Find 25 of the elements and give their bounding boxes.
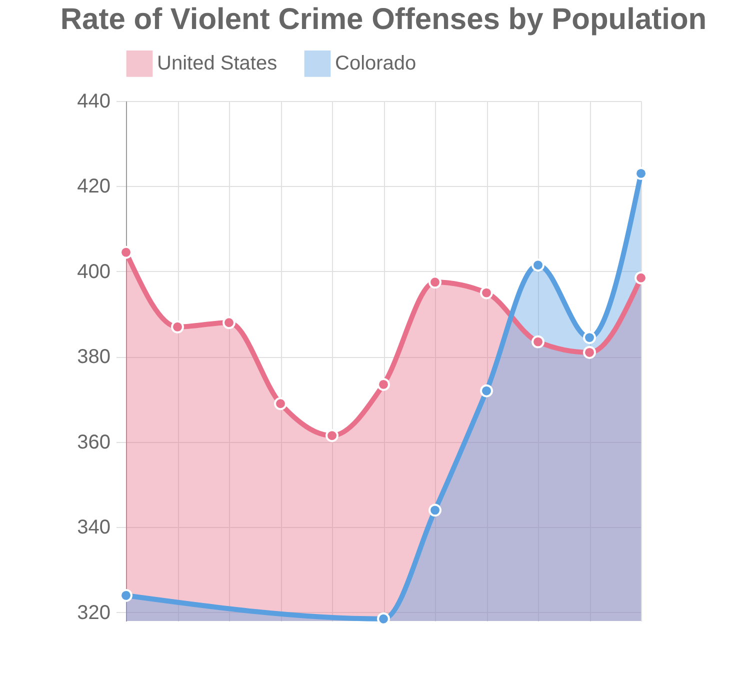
point <box>274 397 287 410</box>
point <box>583 331 596 344</box>
y-tick-label: 360 <box>77 431 110 454</box>
point <box>120 246 132 259</box>
point <box>428 276 442 289</box>
y-tick-label: 320 <box>77 602 110 624</box>
y-tick-label: 340 <box>77 516 110 539</box>
legend-label: United States <box>157 52 278 75</box>
point <box>222 316 236 330</box>
y-tick-label: 440 <box>77 90 110 112</box>
y-tick-label: 420 <box>77 176 110 198</box>
point <box>377 378 390 391</box>
point <box>120 588 132 602</box>
point <box>532 335 544 348</box>
point <box>480 384 493 398</box>
legend-label: Colorado <box>335 52 416 75</box>
y-tick-label: 400 <box>77 260 110 283</box>
point <box>583 346 596 359</box>
point <box>480 286 493 300</box>
point <box>171 320 184 334</box>
point <box>428 504 442 517</box>
point <box>532 258 544 272</box>
point <box>326 429 338 442</box>
y-tick-label: 380 <box>77 346 110 368</box>
chart-title: Rate of Violent Crime Offenses by Population <box>60 3 707 36</box>
